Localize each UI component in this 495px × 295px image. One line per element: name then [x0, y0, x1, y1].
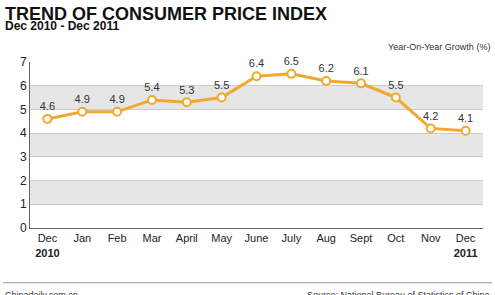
svg-text:Chinadaily.com.cn: Chinadaily.com.cn — [5, 290, 78, 295]
svg-text:April: April — [176, 232, 198, 244]
svg-text:3: 3 — [20, 150, 27, 164]
svg-text:Source: National Bureau of Sta: Source: National Bureau of Statistics of… — [307, 290, 490, 295]
svg-text:Jan: Jan — [73, 232, 91, 244]
svg-text:5.3: 5.3 — [179, 84, 194, 96]
svg-text:5: 5 — [20, 103, 27, 117]
svg-text:Oct: Oct — [387, 232, 404, 244]
svg-text:4.1: 4.1 — [458, 112, 473, 124]
svg-text:6.4: 6.4 — [249, 57, 264, 69]
svg-text:4.6: 4.6 — [40, 100, 55, 112]
svg-text:4: 4 — [20, 126, 27, 140]
svg-text:Feb: Feb — [108, 232, 127, 244]
svg-text:Year-On-Year Growth (%): Year-On-Year Growth (%) — [388, 42, 490, 52]
svg-text:5.5: 5.5 — [214, 79, 229, 91]
svg-text:1: 1 — [20, 197, 27, 211]
svg-text:4.9: 4.9 — [75, 93, 90, 105]
svg-text:0: 0 — [20, 221, 27, 235]
svg-text:July: July — [282, 232, 302, 244]
svg-text:6.1: 6.1 — [353, 65, 368, 77]
svg-text:Aug: Aug — [316, 232, 336, 244]
svg-text:Sept: Sept — [350, 232, 373, 244]
svg-text:5.5: 5.5 — [388, 79, 403, 91]
svg-text:Dec2010: Dec2010 — [35, 232, 59, 258]
svg-text:June: June — [245, 232, 269, 244]
svg-text:Dec2011: Dec2011 — [454, 232, 478, 258]
svg-text:4.2: 4.2 — [423, 110, 438, 122]
svg-text:6.5: 6.5 — [284, 55, 299, 67]
svg-text:6.2: 6.2 — [319, 62, 334, 74]
svg-text:6: 6 — [20, 79, 27, 93]
svg-text:Dec 2010 - Dec 2011: Dec 2010 - Dec 2011 — [5, 19, 119, 33]
svg-text:7: 7 — [20, 55, 27, 69]
svg-text:4.9: 4.9 — [109, 93, 124, 105]
svg-text:TREND OF CONSUMER PRICE INDEX: TREND OF CONSUMER PRICE INDEX — [5, 4, 327, 24]
svg-text:Nov: Nov — [421, 232, 441, 244]
svg-text:2: 2 — [20, 174, 27, 188]
svg-text:5.4: 5.4 — [144, 81, 159, 93]
svg-text:Mar: Mar — [142, 232, 161, 244]
svg-text:May: May — [211, 232, 232, 244]
